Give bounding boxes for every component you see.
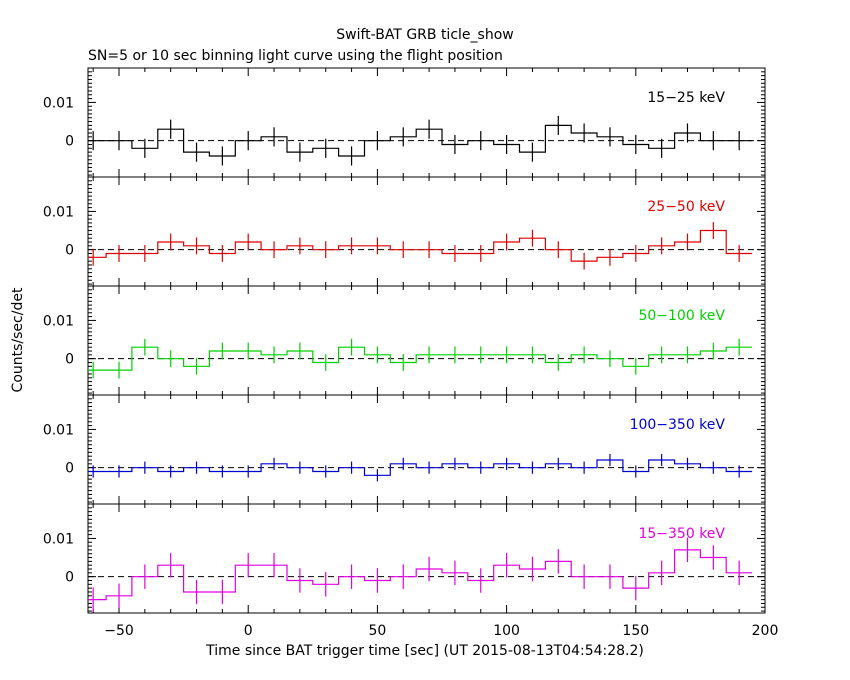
series-step-line [88,124,753,157]
x-axis-label: Time since BAT trigger time [sec] (UT 20… [205,643,644,659]
y-tick-label: 0 [65,570,74,586]
x-tick-label: 50 [368,623,386,639]
y-tick-label: 0 [65,352,74,368]
y-tick-label: 0 [65,243,74,259]
panel-4: 0 0.01 15−350 keV −50 0 50 100 150 200 [43,503,779,639]
y-tick-label: 0.01 [43,204,74,220]
x-tick-label: 100 [493,623,520,639]
panel-1: 0 0.01 25−50 keV [43,176,766,287]
panel-frame [87,176,766,287]
panel-frame [87,503,766,614]
panel-label: 50−100 keV [638,308,725,324]
x-tick-label: 200 [752,623,779,639]
series-step-line [88,549,753,601]
y-tick-label: 0.01 [43,95,74,111]
y-axis-label: Counts/sec/det [10,287,26,392]
y-tick-label: 0 [65,461,74,477]
series-step-line [88,229,753,262]
panel-frame [87,67,766,178]
panel-label: 15−25 keV [647,90,725,106]
panel-label: 15−350 keV [638,526,725,542]
y-tick-label: 0.01 [43,313,74,329]
panel-frame [87,394,766,505]
series-step-line [88,346,753,371]
panel-0: 0 0.01 15−25 keV [43,67,766,178]
panel-label: 100−350 keV [630,417,726,433]
y-tick-label: 0.01 [43,531,74,547]
chart-subtitle: SN=5 or 10 sec binning light curve using… [88,48,503,64]
chart-title: Swift-BAT GRB ticle_show [336,27,513,43]
y-tick-label: 0.01 [43,422,74,438]
panel-2: 0 0.01 50−100 keV [43,285,766,396]
panels-group: 0 0.01 15−25 keV 0 0.01 25−50 keV 0 0.01 50−100 … [43,67,779,639]
x-tick-label: 150 [622,623,649,639]
x-tick-label: 0 [244,623,253,639]
y-tick-label: 0 [65,134,74,150]
x-tick-label: −50 [104,623,134,639]
panel-3: 0 0.01 100−350 keV [43,394,766,505]
panel-label: 25−50 keV [647,199,725,215]
panel-frame [87,285,766,396]
